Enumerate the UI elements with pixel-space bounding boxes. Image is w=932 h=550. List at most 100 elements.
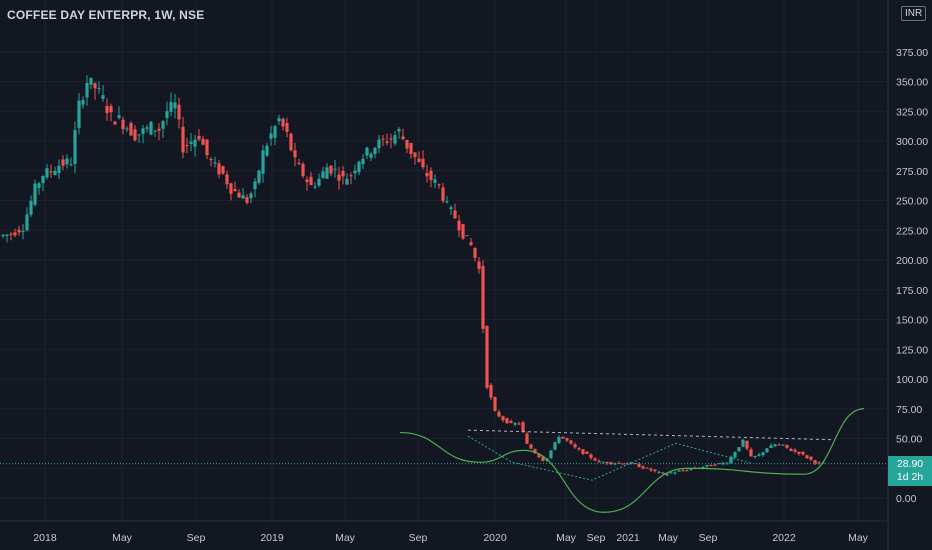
candle-down xyxy=(637,463,641,468)
candle-down xyxy=(429,170,433,181)
candle-down xyxy=(225,174,229,185)
candle-down xyxy=(453,210,457,219)
candle-down xyxy=(329,165,333,174)
candle-up xyxy=(333,168,337,170)
candle-down xyxy=(237,192,241,198)
candle-down xyxy=(181,126,185,153)
candle-up xyxy=(513,423,517,425)
candle-up xyxy=(257,170,261,183)
x-axis-tick-labels: 2018 May Sep 2019 May Sep 2020 May Sep 2021 May Sep… xyxy=(33,532,868,544)
candle-down xyxy=(289,133,293,151)
candle-down xyxy=(509,420,513,423)
x-tick-label: Sep xyxy=(699,532,718,544)
candle-down xyxy=(817,462,821,464)
candle-up xyxy=(249,193,253,199)
candle-up xyxy=(253,181,257,190)
candle-down xyxy=(521,422,525,432)
candle-up xyxy=(321,171,325,179)
candle-up xyxy=(673,472,677,474)
candle-down xyxy=(597,460,601,462)
cup-handle-curve xyxy=(399,408,865,513)
candle-up xyxy=(669,472,673,474)
candle-up xyxy=(193,139,197,147)
candle-down xyxy=(685,470,689,472)
candle-down xyxy=(493,397,497,411)
candle-down xyxy=(205,139,209,156)
candle-down xyxy=(381,138,385,140)
candle-up xyxy=(81,99,85,105)
x-tick-label: May xyxy=(112,532,133,544)
candle-down xyxy=(541,456,545,461)
candle-up xyxy=(25,214,29,231)
candle-down xyxy=(797,451,801,454)
y-tick-label: 100.00 xyxy=(896,374,928,386)
candle-down xyxy=(281,118,285,127)
candle-down xyxy=(201,138,205,145)
y-tick-label: 250.00 xyxy=(896,196,928,208)
candle-up xyxy=(97,88,101,90)
candle-up xyxy=(1,234,5,237)
x-tick-label: Sep xyxy=(187,532,206,544)
candle-up xyxy=(53,170,57,175)
candle-up xyxy=(773,444,777,447)
candle-down xyxy=(305,179,309,182)
candle-up xyxy=(677,470,681,472)
y-axis-tick-labels: 375.00 350.00 325.00 300.00 275.00 250.00 225.… xyxy=(896,47,928,505)
candle-down xyxy=(749,449,753,457)
candle-down xyxy=(789,448,793,451)
candle-down xyxy=(385,141,389,143)
candle-up xyxy=(373,147,377,155)
candle-down xyxy=(121,119,125,130)
candle-up xyxy=(117,115,121,118)
candle-up xyxy=(433,179,437,183)
candle-down xyxy=(233,189,237,191)
candle-down xyxy=(417,158,421,162)
candle-up xyxy=(77,100,81,128)
candle-down xyxy=(561,436,565,439)
candle-up xyxy=(361,158,365,165)
candle-up xyxy=(781,444,785,446)
candle-down xyxy=(349,175,353,177)
candle-down xyxy=(185,145,189,147)
candle-up xyxy=(761,452,765,456)
candle-up xyxy=(765,448,769,453)
candle-up xyxy=(241,195,245,199)
y-tick-label: 225.00 xyxy=(896,225,928,237)
candle-down xyxy=(633,463,637,465)
candle-down xyxy=(497,411,501,417)
candle-up xyxy=(153,130,157,132)
candle-up xyxy=(33,183,37,205)
currency-badge[interactable]: INR xyxy=(901,6,927,21)
x-tick-label: Sep xyxy=(409,532,428,544)
x-tick-label: May xyxy=(335,532,356,544)
candle-down xyxy=(645,467,649,469)
candle-down xyxy=(525,433,529,444)
candle-down xyxy=(573,444,577,448)
candle-up xyxy=(733,452,737,458)
candle-down xyxy=(13,232,17,236)
candle-down xyxy=(469,242,473,246)
candle-down xyxy=(569,440,573,444)
candle-up xyxy=(769,445,773,448)
grid-lines xyxy=(0,0,888,521)
candle-down xyxy=(93,83,97,89)
candle-up xyxy=(29,200,33,215)
candle-down xyxy=(337,174,341,181)
candle-up xyxy=(73,130,77,164)
y-tick-label: 325.00 xyxy=(896,106,928,118)
candle-up xyxy=(149,121,153,135)
candle-down xyxy=(421,158,425,168)
y-tick-label: 275.00 xyxy=(896,166,928,178)
candle-down xyxy=(461,224,465,239)
candle-down xyxy=(585,451,589,455)
x-tick-label: 2021 xyxy=(616,532,640,544)
candle-up xyxy=(45,168,49,178)
candle-up xyxy=(277,118,281,122)
candle-down xyxy=(297,163,301,165)
candle-up xyxy=(89,77,93,85)
candle-down xyxy=(129,122,133,136)
candle-up xyxy=(353,170,357,174)
y-tick-label: 0.00 xyxy=(896,493,917,505)
candle-up xyxy=(313,186,317,188)
